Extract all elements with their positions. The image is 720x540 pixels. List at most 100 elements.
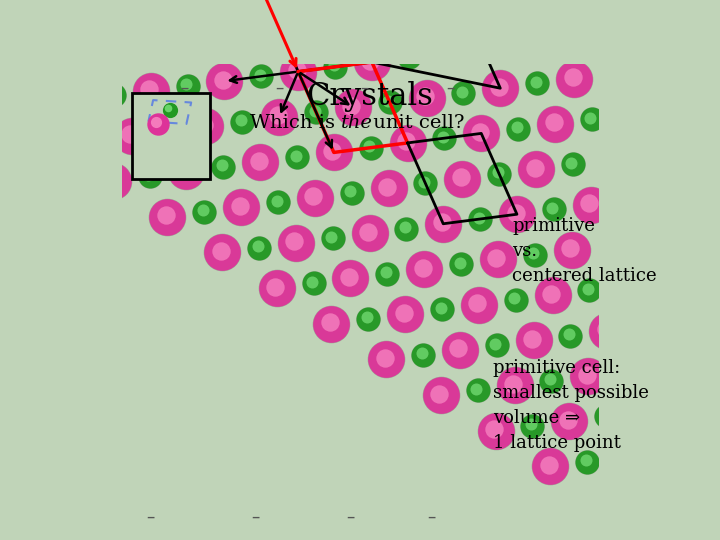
- Point: [474, 215, 486, 224]
- Point: [582, 372, 594, 380]
- Point: [526, 422, 538, 430]
- Point: [546, 376, 557, 385]
- Point: [199, 122, 211, 131]
- Point: [163, 103, 174, 112]
- Point: [599, 410, 611, 419]
- Point: [600, 412, 612, 421]
- Point: [324, 318, 336, 327]
- Point: [582, 372, 594, 380]
- Point: [492, 255, 504, 264]
- Point: [271, 284, 282, 292]
- Point: [307, 278, 318, 286]
- Point: [549, 119, 561, 128]
- Point: [107, 90, 118, 98]
- Point: [292, 68, 304, 76]
- Point: [327, 234, 338, 242]
- Point: [143, 171, 154, 179]
- Point: [601, 327, 613, 335]
- Point: [566, 246, 577, 254]
- Point: [365, 143, 377, 152]
- Point: [346, 188, 357, 197]
- Point: [472, 386, 483, 395]
- Point: [474, 127, 485, 136]
- Point: [291, 153, 302, 161]
- Point: [289, 237, 300, 246]
- Point: [272, 198, 284, 207]
- Point: [549, 119, 561, 128]
- Point: [508, 294, 520, 303]
- Point: [531, 79, 543, 88]
- Point: [438, 219, 449, 228]
- Point: [508, 380, 519, 388]
- Text: –: –: [147, 508, 155, 526]
- Point: [528, 336, 539, 345]
- Point: [272, 198, 284, 207]
- Point: [402, 139, 413, 147]
- Point: [581, 457, 593, 466]
- Point: [495, 84, 506, 92]
- Point: [382, 97, 394, 105]
- Point: [490, 339, 501, 348]
- Point: [513, 124, 524, 133]
- Point: [582, 285, 594, 293]
- Point: [403, 53, 415, 62]
- Point: [492, 255, 504, 264]
- Point: [585, 200, 596, 209]
- Point: [216, 161, 228, 170]
- Point: [382, 269, 393, 278]
- Point: [600, 412, 612, 421]
- Point: [400, 224, 412, 233]
- Point: [455, 260, 467, 268]
- Point: [309, 106, 320, 115]
- Point: [325, 319, 337, 328]
- Point: [581, 457, 593, 466]
- Point: [433, 389, 445, 398]
- Point: [126, 131, 138, 140]
- Point: [416, 349, 428, 357]
- Point: [254, 71, 266, 79]
- Point: [563, 330, 575, 339]
- Point: [493, 170, 505, 178]
- Bar: [132, 93, 210, 179]
- Point: [567, 160, 579, 168]
- Point: [418, 265, 430, 273]
- Point: [456, 87, 468, 96]
- Point: [179, 166, 191, 174]
- Point: [490, 426, 501, 435]
- Point: [182, 82, 194, 90]
- Text: unit cell?: unit cell?: [367, 114, 464, 132]
- Text: –: –: [251, 508, 260, 526]
- Point: [562, 415, 574, 424]
- Point: [108, 91, 120, 100]
- Point: [455, 260, 467, 268]
- Point: [290, 239, 302, 247]
- Text: –: –: [446, 79, 454, 97]
- Point: [581, 370, 593, 379]
- Point: [382, 269, 393, 278]
- Point: [254, 158, 266, 166]
- Point: [364, 142, 375, 151]
- Point: [307, 192, 319, 200]
- Point: [198, 120, 210, 129]
- Point: [125, 130, 136, 139]
- Point: [215, 247, 226, 255]
- Point: [530, 78, 541, 86]
- Point: [529, 251, 541, 259]
- Text: primitive
vs.
centered lattice: primitive vs. centered lattice: [512, 217, 657, 285]
- Point: [585, 200, 596, 209]
- Point: [254, 158, 266, 166]
- Point: [528, 249, 539, 258]
- Point: [327, 234, 338, 242]
- Point: [291, 153, 302, 161]
- Point: [361, 313, 373, 322]
- Point: [182, 82, 194, 90]
- Point: [583, 199, 595, 207]
- Point: [419, 92, 431, 100]
- Point: [470, 384, 482, 393]
- Point: [108, 91, 120, 100]
- Point: [364, 229, 375, 238]
- Point: [509, 381, 521, 390]
- Point: [235, 116, 247, 124]
- Point: [526, 334, 538, 343]
- Point: [145, 86, 156, 95]
